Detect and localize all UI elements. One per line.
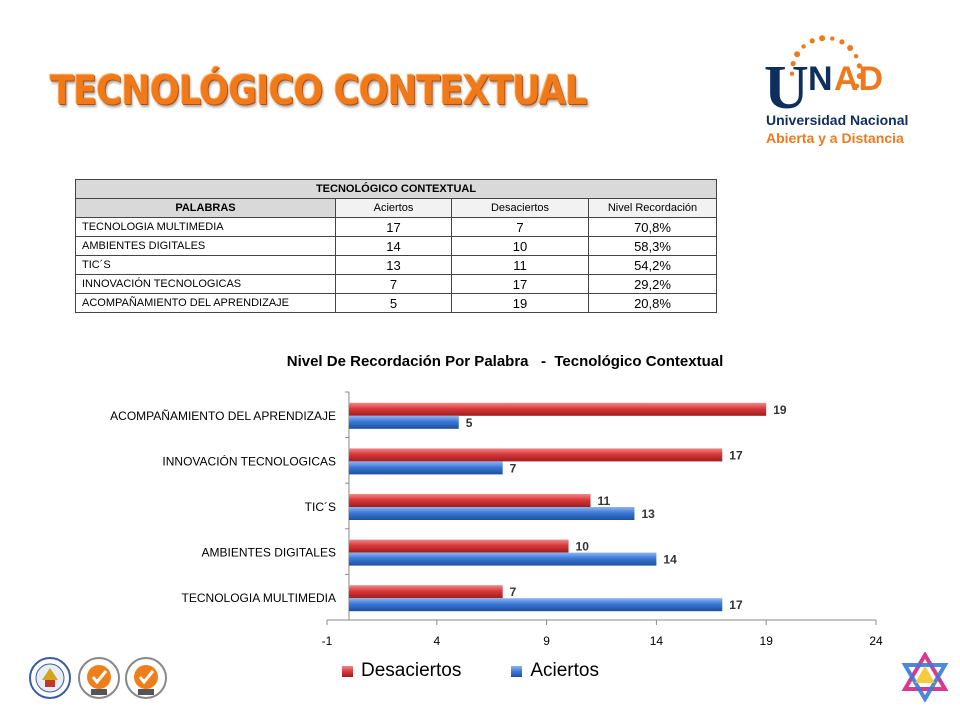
bar-aciertos [348, 415, 459, 429]
bar-aciertos [348, 598, 723, 612]
logo-line-1: Universidad Nacional [766, 112, 909, 128]
chart-bars [348, 402, 767, 612]
x-tick-label: 24 [869, 634, 883, 648]
logo-dot [789, 71, 795, 76]
coat-of-arms-seal-icon [29, 657, 71, 699]
data-label: 19 [773, 403, 787, 417]
logo-dot [790, 61, 796, 67]
logo-dot [856, 73, 863, 80]
category-label: ACOMPAÑAMIENTO DEL APRENDIZAJE [110, 409, 336, 423]
data-label: 5 [466, 416, 473, 430]
legend-swatch-blue [511, 665, 523, 677]
bar-desaciertos [348, 494, 591, 507]
logo-letter-n: N [808, 60, 833, 98]
legend-label-aciertos: Aciertos [530, 660, 599, 681]
legend-swatch-red [342, 665, 353, 677]
bar-aciertos [348, 552, 657, 566]
table-row: INNOVACIÓN TECNOLOGICAS 7 17 29,2% [75, 274, 717, 294]
data-label: 7 [510, 585, 517, 599]
category-label: TECNOLOGIA MULTIMEDIA [182, 591, 336, 605]
legend-label-desaciertos: Desaciertos [361, 660, 462, 681]
unad-logo-mark: U N AD [764, 35, 883, 122]
logo-dot [830, 36, 835, 41]
logo-dot [854, 83, 860, 89]
bar-aciertos [348, 461, 503, 475]
unad-logo: U N AD Universidad Nacional Abierta y a … [762, 30, 922, 160]
logo-dot [809, 38, 815, 44]
data-label: 14 [663, 553, 677, 567]
table-row: AMBIENTES DIGITALES 14 10 58,3% [75, 236, 717, 256]
page-title: TECNOLÓGICO CONTEXTUAL [50, 68, 587, 114]
certification-seal-icon [78, 657, 120, 699]
data-label: 10 [576, 540, 590, 554]
category-label: INNOVACIÓN TECNOLOGICAS [162, 453, 336, 468]
cell-palabra: TIC´S [75, 255, 336, 275]
cell-palabra: ACOMPAÑAMIENTO DEL APRENDIZAJE [75, 293, 336, 313]
bar-desaciertos [348, 539, 569, 553]
legend-item-desaciertos: Desaciertos [342, 660, 461, 682]
logo-dots-arc [789, 35, 863, 89]
star-of-david-icon [901, 652, 949, 702]
table-row: ACOMPAÑAMIENTO DEL APRENDIZAJE 5 19 20,8… [75, 293, 717, 313]
logo-dot [801, 44, 806, 49]
bar-desaciertos [348, 402, 767, 416]
data-label: 17 [729, 598, 743, 612]
cell-nivel: 58,3% [588, 236, 717, 256]
table-header-row: PALABRAS Aciertos Desaciertos Nivel Reco… [75, 198, 717, 218]
legend-item-aciertos: Aciertos [511, 660, 599, 682]
bar-desaciertos [348, 448, 723, 462]
title-banner: TECNOLÓGICO CONTEXTUAL [44, 66, 587, 122]
cell-nivel: 20,8% [588, 293, 717, 313]
logo-dot [856, 63, 862, 69]
data-label: 7 [510, 461, 517, 475]
x-tick-label: -1 [322, 634, 333, 648]
header-desaciertos: Desaciertos [451, 198, 589, 218]
cell-palabra: TECNOLOGIA MULTIMEDIA [75, 217, 336, 237]
logo-dot [819, 35, 826, 42]
x-tick-label: 4 [433, 634, 440, 648]
x-tick-label: 14 [650, 634, 664, 648]
certification-seal-icon [125, 657, 167, 699]
chart-legend: Desaciertos Aciertos [342, 660, 649, 682]
chart-labels: TECNOLOGIA MULTIMEDIA 7 17 AMBIENTES DIGITA… [110, 403, 787, 612]
cell-aciertos: 17 [335, 217, 452, 237]
bar-desaciertos [348, 585, 503, 599]
results-table: TECNOLÓGICO CONTEXTUAL PALABRAS Aciertos… [75, 179, 717, 313]
chart-title: Nivel De Recordación Por Palabra - Tecno… [287, 353, 724, 370]
logo-letters-ad: AD [834, 60, 883, 98]
cell-aciertos: 14 [335, 236, 452, 256]
table-caption: TECNOLÓGICO CONTEXTUAL [75, 179, 717, 199]
data-label: 13 [641, 507, 655, 521]
table-row: TECNOLOGIA MULTIMEDIA 17 7 70,8% [75, 217, 717, 237]
logo-dot [847, 45, 854, 51]
logo-dot [794, 51, 801, 58]
x-tick-label: 19 [760, 634, 774, 648]
logo-dot [839, 39, 845, 45]
category-label: AMBIENTES DIGITALES [202, 546, 336, 560]
category-label: TIC´S [305, 500, 336, 514]
logo-letter-u: U [764, 54, 809, 112]
logo-dot [853, 54, 859, 59]
logo-line-2: Abierta y a Distancia [766, 130, 904, 146]
data-label: 11 [598, 494, 611, 508]
x-tick-label: 9 [543, 634, 550, 648]
data-label: 17 [729, 448, 743, 462]
cell-desaciertos: 19 [451, 293, 589, 313]
bar-aciertos [348, 507, 635, 520]
